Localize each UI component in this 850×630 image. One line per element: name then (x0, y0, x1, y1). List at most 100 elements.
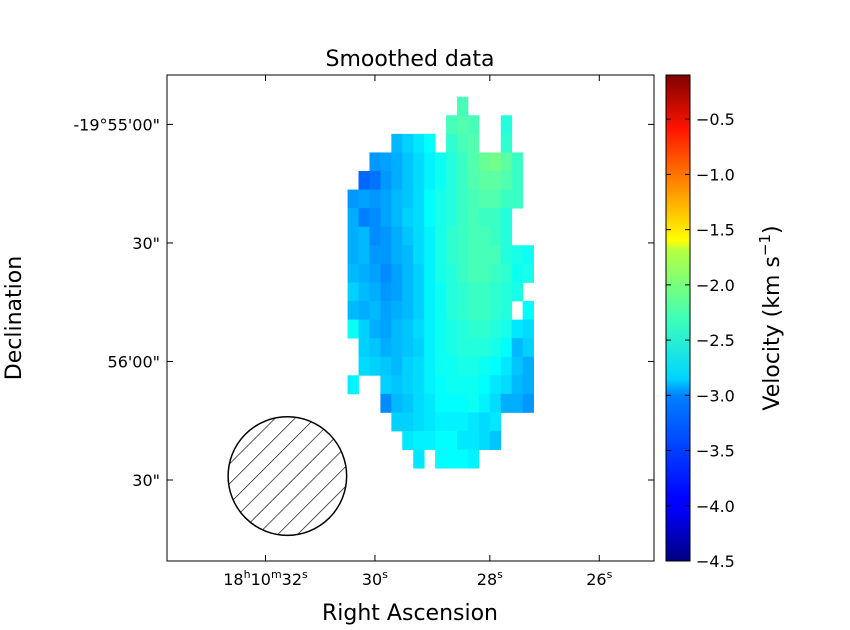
velocity-pixel (402, 133, 414, 153)
velocity-pixel (413, 152, 425, 172)
velocity-pixel (380, 152, 392, 172)
velocity-pixel (467, 115, 480, 135)
y-tick-label: 30" (132, 471, 160, 490)
velocity-pixel (424, 171, 436, 190)
velocity-pixel (424, 226, 436, 246)
colorbar-tick-label: −1.0 (696, 165, 735, 184)
velocity-pixel (467, 133, 480, 153)
colorbar-tick-label: −2.5 (696, 331, 735, 350)
velocity-pixel (446, 319, 458, 339)
velocity-pixel (457, 412, 469, 432)
velocity-pixel (358, 208, 370, 228)
velocity-pixel (391, 319, 403, 339)
velocity-pixel (457, 171, 469, 190)
velocity-pixel (391, 263, 403, 283)
velocity-pixel (446, 375, 458, 395)
velocity-pixel (522, 356, 535, 376)
velocity-pixel (369, 226, 381, 246)
velocity-pixel (457, 245, 469, 265)
x-tick-label: 18h10m32s (223, 568, 308, 589)
velocity-pixel (478, 319, 491, 339)
colorbar-label-sup: −1 (756, 234, 774, 256)
velocity-pixel (380, 375, 392, 395)
velocity-pixel (478, 412, 491, 432)
velocity-pixel (489, 338, 502, 358)
velocity-pixel (347, 375, 359, 395)
velocity-pixel (446, 356, 458, 376)
colorbar (666, 75, 690, 561)
velocity-pixel (424, 375, 436, 395)
velocity-pixel (424, 319, 436, 339)
velocity-pixel (424, 338, 436, 358)
velocity-pixel (413, 431, 425, 450)
velocity-pixel (391, 133, 403, 153)
velocity-pixel (369, 282, 381, 302)
velocity-pixel (369, 208, 381, 228)
velocity-pixel (402, 245, 414, 265)
velocity-pixel (457, 226, 469, 246)
velocity-pixel (402, 338, 414, 358)
velocity-pixel (424, 282, 436, 302)
velocity-pixel (358, 319, 370, 339)
velocity-pixel (424, 431, 436, 450)
velocity-pixel (435, 412, 447, 432)
velocity-pixel (358, 171, 370, 190)
velocity-pixel (511, 171, 524, 190)
velocity-pixel (391, 245, 403, 265)
colorbar-label-end: ) (760, 225, 785, 234)
velocity-pixel (511, 393, 524, 413)
velocity-pixel (457, 431, 469, 450)
velocity-pixel (446, 338, 458, 358)
velocity-pixel (435, 375, 447, 395)
velocity-pixel (467, 356, 480, 376)
velocity-pixel (511, 189, 524, 209)
y-tick-label: 56'00" (108, 352, 160, 371)
velocity-pixel (435, 301, 447, 320)
velocity-pixel (500, 356, 513, 376)
velocity-pixel (446, 301, 458, 320)
velocity-pixel (478, 208, 491, 228)
velocity-pixel (446, 263, 458, 283)
velocity-pixel (347, 263, 359, 283)
velocity-pixel (435, 319, 447, 339)
velocity-pixel (457, 338, 469, 358)
velocity-pixel (369, 152, 381, 172)
x-tick-label: 28s (477, 568, 503, 589)
velocity-pixel (500, 338, 513, 358)
velocity-pixel (435, 208, 447, 228)
velocity-pixel (413, 282, 425, 302)
velocity-pixel (467, 189, 480, 209)
velocity-pixel (457, 375, 469, 395)
velocity-pixel (500, 282, 513, 302)
velocity-pixel (391, 208, 403, 228)
velocity-pixel (489, 431, 502, 450)
velocity-pixel (380, 301, 392, 320)
beam-ellipse (227, 416, 348, 537)
velocity-pixel (347, 301, 359, 320)
velocity-pixel (435, 449, 447, 469)
velocity-pixel (467, 245, 480, 265)
velocity-pixel (489, 393, 502, 413)
velocity-pixel (347, 208, 359, 228)
velocity-pixel (358, 338, 370, 358)
velocity-pixel (391, 282, 403, 302)
colorbar-ticks: −0.5 −1.0 −1.5 −2.0 −2.5 −3.0 −3.5 −4.0 −4.5 (666, 110, 735, 571)
velocity-pixel (435, 245, 447, 265)
velocity-pixel (358, 226, 370, 246)
velocity-pixel (478, 393, 491, 413)
velocity-pixel (500, 171, 513, 190)
velocity-pixel (511, 152, 524, 172)
velocity-pixel (478, 338, 491, 358)
colorbar-tick-label: −3.0 (696, 386, 735, 405)
velocity-pixel (467, 208, 480, 228)
velocity-pixel (413, 226, 425, 246)
velocity-pixel (446, 152, 458, 172)
velocity-pixel (347, 319, 359, 339)
velocity-pixel (511, 319, 524, 339)
velocity-pixel (435, 431, 447, 450)
velocity-pixel (489, 319, 502, 339)
velocity-pixel (478, 189, 491, 209)
velocity-pixel (467, 263, 480, 283)
velocity-pixel (391, 393, 403, 413)
velocity-pixel (500, 208, 513, 228)
